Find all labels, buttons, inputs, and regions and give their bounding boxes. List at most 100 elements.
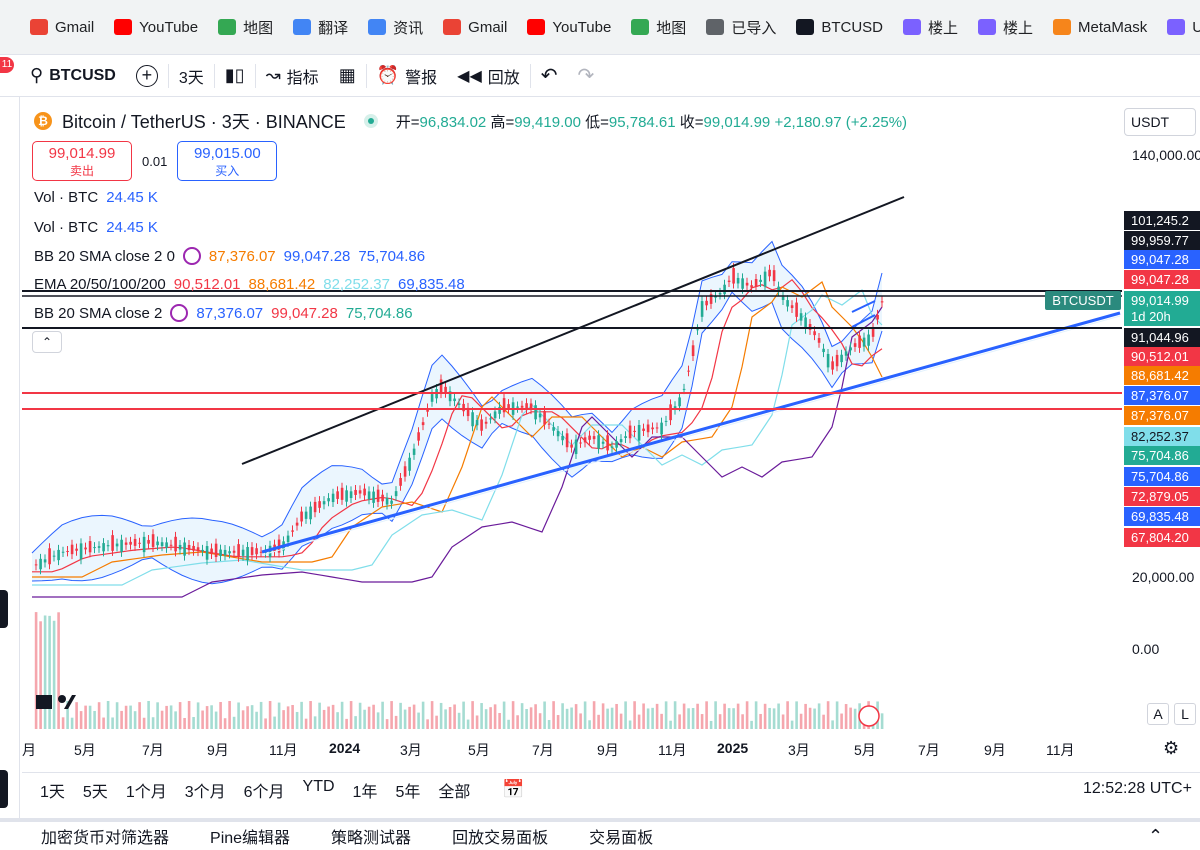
candle-body [732, 268, 735, 284]
clock[interactable]: 12:52:28 UTC+ [1083, 780, 1192, 797]
bottom-tab[interactable]: 交易面板 [589, 830, 654, 847]
bitcoin-logo-icon: ₿ [34, 112, 52, 130]
rail-tab[interactable] [0, 590, 8, 628]
bottom-tab[interactable]: 策略测试器 [331, 830, 412, 847]
channel-line [851, 300, 876, 313]
range-button[interactable]: 3个月 [184, 783, 226, 801]
interval-button[interactable]: 3天 [169, 55, 214, 97]
candle-body [390, 500, 393, 504]
candle-body [723, 284, 726, 295]
bookmark-item[interactable]: 地图 [218, 17, 273, 38]
candle-body [849, 347, 852, 351]
symbol-search[interactable]: ⚲ BTCUSD [0, 55, 126, 97]
price-chart[interactable] [22, 97, 1200, 737]
redo-button[interactable]: ↷ [568, 55, 605, 97]
ema-line [32, 281, 883, 578]
volume-bar [619, 713, 623, 729]
ema-line [32, 278, 883, 573]
bookmark-label: Gmail [55, 18, 95, 36]
volume-bar [295, 711, 299, 729]
candle-body [268, 545, 272, 558]
volume-bar [399, 702, 402, 729]
bottom-tab[interactable]: 加密货币对筛选器 [41, 830, 170, 847]
bottom-tab[interactable]: 回放交易面板 [452, 830, 549, 847]
buy-button[interactable]: 99,015.00 买入 [177, 141, 278, 181]
bookmark-item[interactable]: MetaMask [1053, 19, 1147, 36]
chart-area[interactable] [22, 97, 1200, 737]
bookmark-item[interactable]: 楼上 [978, 17, 1033, 38]
indicator-legend-row[interactable]: Vol · BTC 24.45 K [34, 219, 158, 236]
indicator-name: Vol · BTC [34, 219, 99, 236]
range-button[interactable]: 6个月 [243, 783, 285, 801]
range-button[interactable]: 1个月 [125, 783, 167, 801]
replay-button[interactable]: ◀◀ 回放 [447, 55, 530, 97]
indicator-legend-row[interactable]: EMA 20/50/100/200 90,512.01 88,681.42 82,25… [34, 276, 465, 293]
candle-body [367, 491, 371, 500]
indicator-legend-row[interactable]: Vol · BTC 24.45 K [34, 189, 158, 206]
volume-bar [777, 703, 780, 729]
range-button[interactable]: 全部 [438, 783, 471, 801]
bottom-tab[interactable]: Pine编辑器 [210, 830, 291, 847]
volume-bar [754, 701, 758, 729]
volume-bar [745, 701, 749, 729]
range-button[interactable]: YTD [302, 777, 335, 795]
time-axis-label: 2024 [329, 740, 361, 756]
bookmark-item[interactable]: Upst [1167, 19, 1200, 36]
candle-body [79, 543, 83, 560]
chart-type-button[interactable]: ▮▯ [215, 55, 255, 97]
compare-button[interactable]: + [126, 55, 168, 97]
youtube-icon [114, 19, 133, 35]
volume-bar [700, 714, 704, 729]
close-value: 99,014.99 [703, 113, 771, 131]
bookmark-item[interactable]: 资讯 [368, 17, 423, 38]
volume-bar [345, 718, 348, 729]
volume-bar [484, 709, 488, 729]
volume-bar [660, 713, 663, 729]
calendar-range-icon[interactable]: 📅 [502, 779, 525, 799]
bookmark-item[interactable]: 已导入 [706, 17, 776, 38]
candle-body [781, 296, 785, 301]
volume-bar [678, 714, 681, 729]
symbol-title[interactable]: Bitcoin / TetherUS · 3天 · BINANCE [62, 112, 346, 132]
sell-button[interactable]: 99,014.99 卖出 [32, 141, 132, 181]
bookmark-item[interactable]: YouTube [114, 19, 198, 36]
volume-bar [75, 702, 78, 729]
candle-body [120, 539, 123, 552]
chevron-up-icon[interactable]: ⌃ [1148, 826, 1164, 846]
candle-body [255, 548, 258, 555]
candle-body [286, 535, 290, 543]
range-button[interactable]: 1天 [40, 783, 65, 801]
candle-body [619, 439, 623, 443]
indicator-settings-icon[interactable] [170, 304, 189, 322]
indicators-button[interactable]: ↝ 指标 [256, 55, 329, 97]
bookmark-item[interactable]: 楼上 [903, 17, 958, 38]
auto-scale-button[interactable]: A [1147, 703, 1169, 725]
indicator-legend-row[interactable]: BB 20 SMA close 2 87,376.07 99,047.28 75,70… [34, 304, 413, 322]
alerts-button[interactable]: ⏰ 警报 [367, 55, 447, 97]
bookmark-item[interactable]: BTCUSD [796, 19, 883, 36]
currency-select[interactable]: USDT [1124, 108, 1196, 136]
range-button[interactable]: 5年 [395, 783, 421, 801]
bookmark-item[interactable]: Gmail [443, 19, 507, 36]
range-button[interactable]: 5天 [82, 783, 108, 801]
candle-body [394, 491, 398, 497]
volume-bar [187, 701, 191, 729]
channel-line [851, 314, 876, 328]
volume-bar [246, 706, 249, 729]
indicator-settings-icon[interactable] [182, 247, 201, 265]
close-label: 收= [679, 113, 704, 131]
bookmark-item[interactable]: 地图 [631, 17, 686, 38]
volume-bar [318, 702, 321, 729]
layout-button[interactable]: ▦ [329, 55, 366, 97]
indicator-legend-row[interactable]: BB 20 SMA close 2 0 87,376.07 99,047.28 75,… [34, 247, 425, 265]
bookmark-item[interactable]: Gmail [30, 19, 94, 36]
undo-button[interactable]: ↶ [531, 55, 568, 97]
settings-gear-icon[interactable]: ⚙ [1163, 738, 1180, 758]
bookmark-label: 资讯 [393, 19, 424, 37]
range-button[interactable]: 1年 [352, 783, 378, 801]
bookmark-item[interactable]: YouTube [527, 19, 611, 36]
collapse-legend-button[interactable]: ⌃ [32, 331, 62, 353]
bookmark-item[interactable]: 翻译 [293, 17, 348, 38]
log-scale-button[interactable]: L [1174, 703, 1196, 725]
rail-tab[interactable] [0, 770, 8, 808]
